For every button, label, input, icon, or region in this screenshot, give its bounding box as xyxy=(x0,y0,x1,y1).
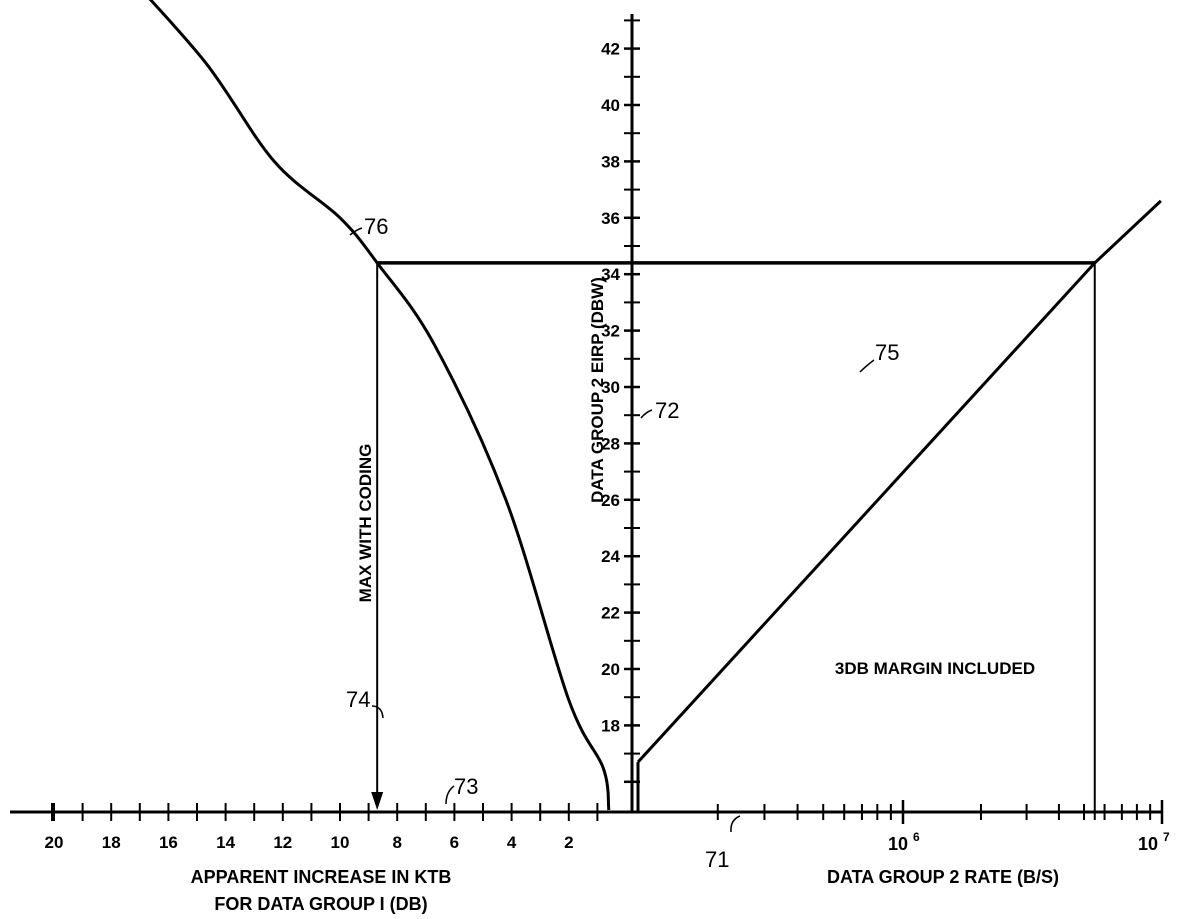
y-axis-tick-label: 18 xyxy=(601,716,620,735)
y-axis-tick-label: 32 xyxy=(601,322,620,341)
margin-note: 3DB MARGIN INCLUDED xyxy=(835,659,1035,678)
left-axis-tick-label: 4 xyxy=(507,833,517,852)
y-axis-title: DATA GROUP 2 EIRP (DBW) xyxy=(588,277,607,503)
left-axis-tick-label: 6 xyxy=(450,833,459,852)
left-axis-title-line-1: APPARENT INCREASE IN KTB xyxy=(191,867,452,887)
left-axis-tick-label: 18 xyxy=(102,833,121,852)
right-axis-ticks xyxy=(716,800,1164,824)
left-axis-tick-label: 16 xyxy=(159,833,178,852)
y-axis-tick-label: 38 xyxy=(601,152,620,171)
reference-marks xyxy=(349,227,875,833)
max-with-coding-label: MAX WITH CODING xyxy=(356,444,375,603)
right-axis-title: DATA GROUP 2 RATE (B/S) xyxy=(827,867,1059,887)
right-tick-label-1e7: 10 7 xyxy=(1138,830,1170,854)
left-axis-tick-label: 12 xyxy=(273,833,292,852)
right-tick-exponent: 7 xyxy=(1163,830,1170,844)
right-tick-base: 10 xyxy=(888,834,908,854)
y-axis-tick-label: 28 xyxy=(601,434,620,453)
y-axis-tick-label: 20 xyxy=(601,660,620,679)
curve-76 xyxy=(148,0,611,811)
ref-72: 72 xyxy=(655,398,679,423)
y-axis-tick-label: 26 xyxy=(601,491,620,510)
left-axis-tick-label: 14 xyxy=(216,833,235,852)
left-axis-title-line-2: FOR DATA GROUP I (DB) xyxy=(214,894,427,914)
y-axis-tick-label: 30 xyxy=(601,378,620,397)
right-tick-base: 10 xyxy=(1138,834,1158,854)
left-axis-tick-label: 2 xyxy=(564,833,573,852)
ref-75-leader xyxy=(859,359,875,373)
ref-72-leader xyxy=(640,409,653,419)
ref-76-leader xyxy=(349,227,363,236)
y-axis-tick-label: 24 xyxy=(601,547,620,566)
y-axis-tick-label: 40 xyxy=(601,96,620,115)
left-drop-arrowhead xyxy=(371,792,384,810)
y-axis-ticks: 18 20 22 24 26 28 30 32 34 36 38 40 42 xyxy=(601,19,640,784)
guide-lines xyxy=(371,261,1096,820)
right-tick-exponent: 6 xyxy=(913,830,920,844)
ref-71: 71 xyxy=(705,847,729,872)
ref-76: 76 xyxy=(364,214,388,239)
y-axis-tick-label: 22 xyxy=(601,604,620,623)
ref-71-leader xyxy=(730,815,741,833)
y-axis-tick-label: 42 xyxy=(601,40,620,59)
left-axis-tick-label: 20 xyxy=(45,833,64,852)
ref-75: 75 xyxy=(875,340,899,365)
left-axis-tick-label: 8 xyxy=(392,833,401,852)
ref-73-leader xyxy=(445,785,455,805)
right-tick-label-1e6: 10 6 xyxy=(888,830,920,854)
left-axis-tick-label: 10 xyxy=(331,833,350,852)
left-axis-ticks: 20 18 16 14 12 10 8 6 4 2 xyxy=(45,803,599,852)
ref-73: 73 xyxy=(454,774,478,799)
ref-74: 74 xyxy=(346,687,370,712)
y-axis-tick-label: 34 xyxy=(601,265,620,284)
y-axis-tick-label: 36 xyxy=(601,209,620,228)
ref-74-leader xyxy=(371,705,384,719)
